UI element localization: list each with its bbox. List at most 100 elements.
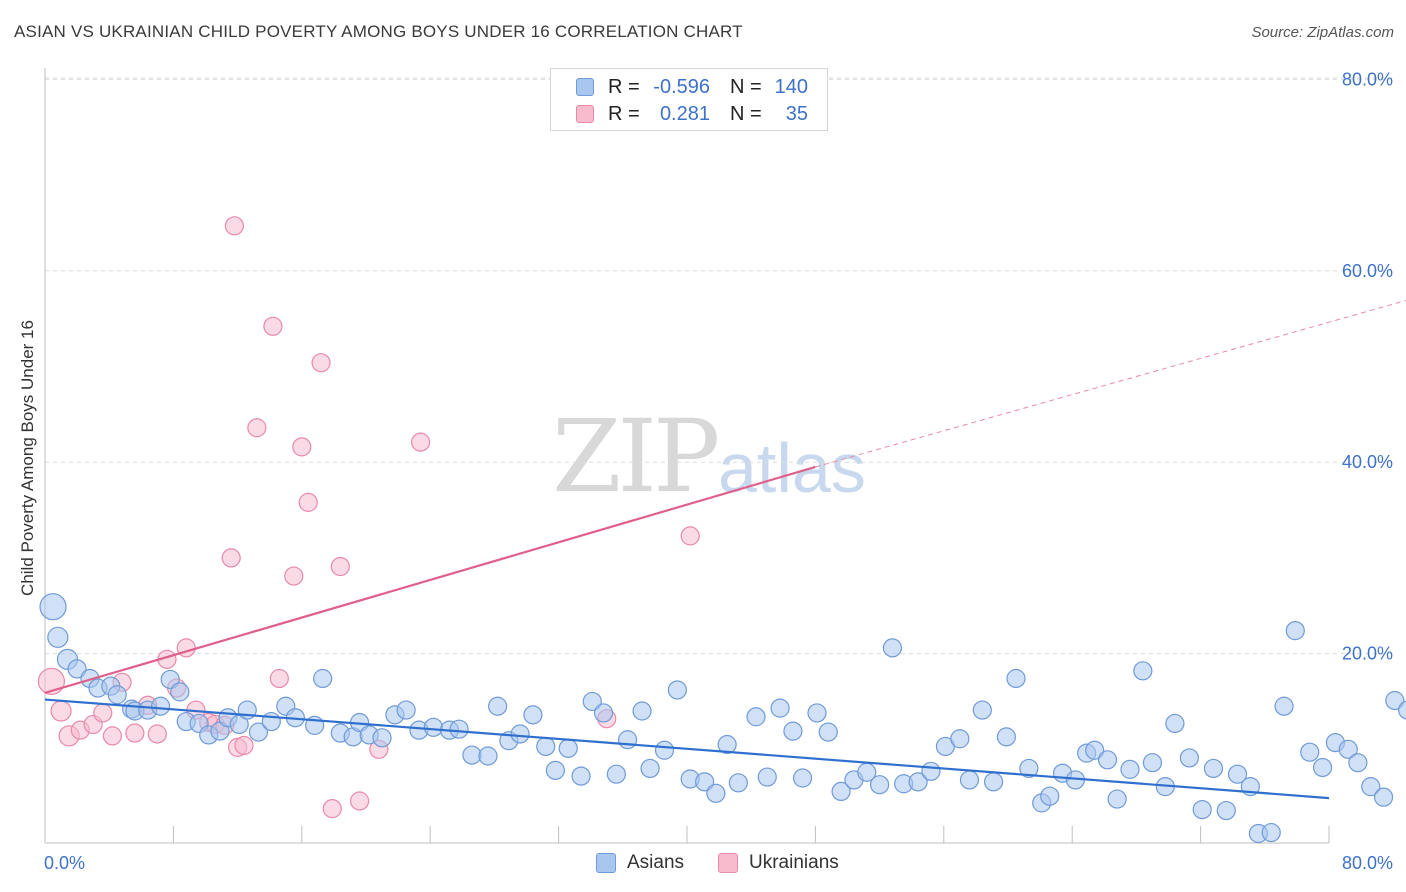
asians-point	[1312, 757, 1333, 778]
asians-point	[1373, 787, 1394, 807]
chart-title: ASIAN VS UKRAINIAN CHILD POVERTY AMONG B…	[14, 22, 743, 41]
ukrainians-point	[292, 437, 312, 457]
x-tick-label: 80.0%	[1342, 853, 1393, 873]
legend-n-value: 35	[785, 102, 808, 125]
asians-point	[882, 638, 903, 658]
grid-lines	[45, 77, 1392, 655]
y-tick-label: 40.0%	[1342, 452, 1393, 472]
bottom-legend-label-asians: Asians	[627, 852, 685, 873]
asians-point	[695, 772, 715, 792]
watermark-zip: ZIP	[552, 398, 720, 515]
asians-point	[757, 767, 777, 787]
bottom-legend-swatch-ukrainians	[718, 853, 738, 873]
asians-point	[783, 721, 803, 741]
asians-point	[1361, 777, 1381, 797]
ukrainians-point	[147, 724, 167, 744]
ukrainians-point	[125, 723, 145, 743]
asians-point	[593, 703, 614, 723]
asians-point	[869, 775, 890, 795]
asians-point	[488, 696, 508, 716]
asians-point	[571, 766, 591, 786]
asians-point	[150, 696, 171, 716]
trend-lines	[44, 299, 1406, 800]
asians-point	[807, 703, 827, 723]
asians-point	[770, 698, 790, 718]
y-tick-label: 20.0%	[1342, 644, 1393, 664]
asians-point	[523, 705, 543, 725]
correlation-legend: R = -0.596 N = 140 R = 0.281 N = 35	[550, 68, 828, 131]
ukrainians-point	[234, 735, 254, 756]
asians-point	[1019, 758, 1039, 779]
asians-point	[39, 593, 67, 621]
ukrainians-point	[263, 316, 283, 336]
asians-point	[1192, 799, 1212, 820]
ukrainians-point	[37, 667, 66, 695]
ukrainians-point	[221, 548, 241, 568]
asians-point	[818, 722, 838, 742]
legend-swatch-ukrainians	[576, 105, 594, 123]
asians-point	[1300, 742, 1320, 762]
asians-point	[1085, 740, 1105, 760]
series-asians	[39, 593, 1406, 844]
asians-point	[1142, 753, 1163, 773]
asians-point	[1216, 800, 1236, 821]
bottom-legend-ukrainians: Ukrainians	[718, 852, 839, 874]
legend-swatch-asians	[576, 78, 594, 96]
asians-point	[261, 711, 281, 732]
ukrainians-point	[247, 418, 267, 438]
asians-point	[654, 740, 675, 760]
x-tick-label: 0.0%	[44, 853, 85, 873]
asians-point	[632, 701, 652, 721]
legend-row-asians: R = -0.596 N = 140	[576, 75, 808, 99]
bottom-legend-label-ukrainians: Ukrainians	[749, 852, 839, 873]
asians-point	[1107, 789, 1127, 809]
asians-point	[423, 717, 444, 737]
asians-point	[1097, 750, 1118, 770]
ukrainians-point	[50, 700, 72, 722]
legend-row-ukrainians: R = 0.281 N = 35	[576, 102, 808, 126]
legend-n-label: N =	[730, 75, 762, 98]
asians-point	[449, 719, 469, 739]
asians-point	[536, 736, 556, 757]
asians-point	[667, 680, 687, 700]
y-tick-label: 80.0%	[1342, 69, 1393, 89]
asians-point	[618, 730, 638, 750]
ukrainians-point	[330, 556, 350, 577]
legend-n-value: 140	[774, 75, 808, 98]
asians-point	[996, 727, 1016, 747]
asians-point	[972, 700, 992, 720]
asians-point	[717, 734, 737, 755]
ukrainians-point	[322, 799, 342, 819]
asians-point	[921, 761, 941, 781]
asians-point	[1285, 621, 1305, 641]
asians-point	[606, 764, 626, 784]
asians-point	[1120, 759, 1140, 779]
asians-point	[792, 768, 813, 788]
ukrainians-trend-extension	[815, 299, 1406, 468]
asians-point	[510, 724, 530, 744]
asians-point	[1348, 753, 1368, 773]
asians-point	[478, 746, 498, 766]
legend-r-value: 0.281	[659, 102, 710, 125]
asians-trend-line	[44, 698, 1330, 800]
ukrainians-point	[269, 668, 289, 689]
y-tick-label: 60.0%	[1342, 261, 1393, 281]
asians-point	[1261, 822, 1281, 843]
asians-point	[706, 783, 726, 803]
asians-point	[1227, 764, 1248, 784]
asians-point	[1385, 690, 1405, 711]
asians-point	[1006, 668, 1026, 689]
legend-n-label: N =	[730, 102, 762, 125]
asians-point	[107, 685, 127, 705]
asians-point	[1040, 786, 1060, 806]
legend-r-label: R =	[608, 102, 640, 125]
asians-point	[746, 707, 766, 727]
asians-point	[640, 758, 660, 779]
asians-point	[582, 691, 602, 712]
asians-point	[831, 781, 851, 802]
asians-point	[67, 659, 87, 679]
axes	[44, 68, 1330, 844]
asians-point	[545, 760, 565, 780]
asians-point	[1179, 748, 1199, 768]
ukrainians-trend-line	[44, 465, 816, 694]
